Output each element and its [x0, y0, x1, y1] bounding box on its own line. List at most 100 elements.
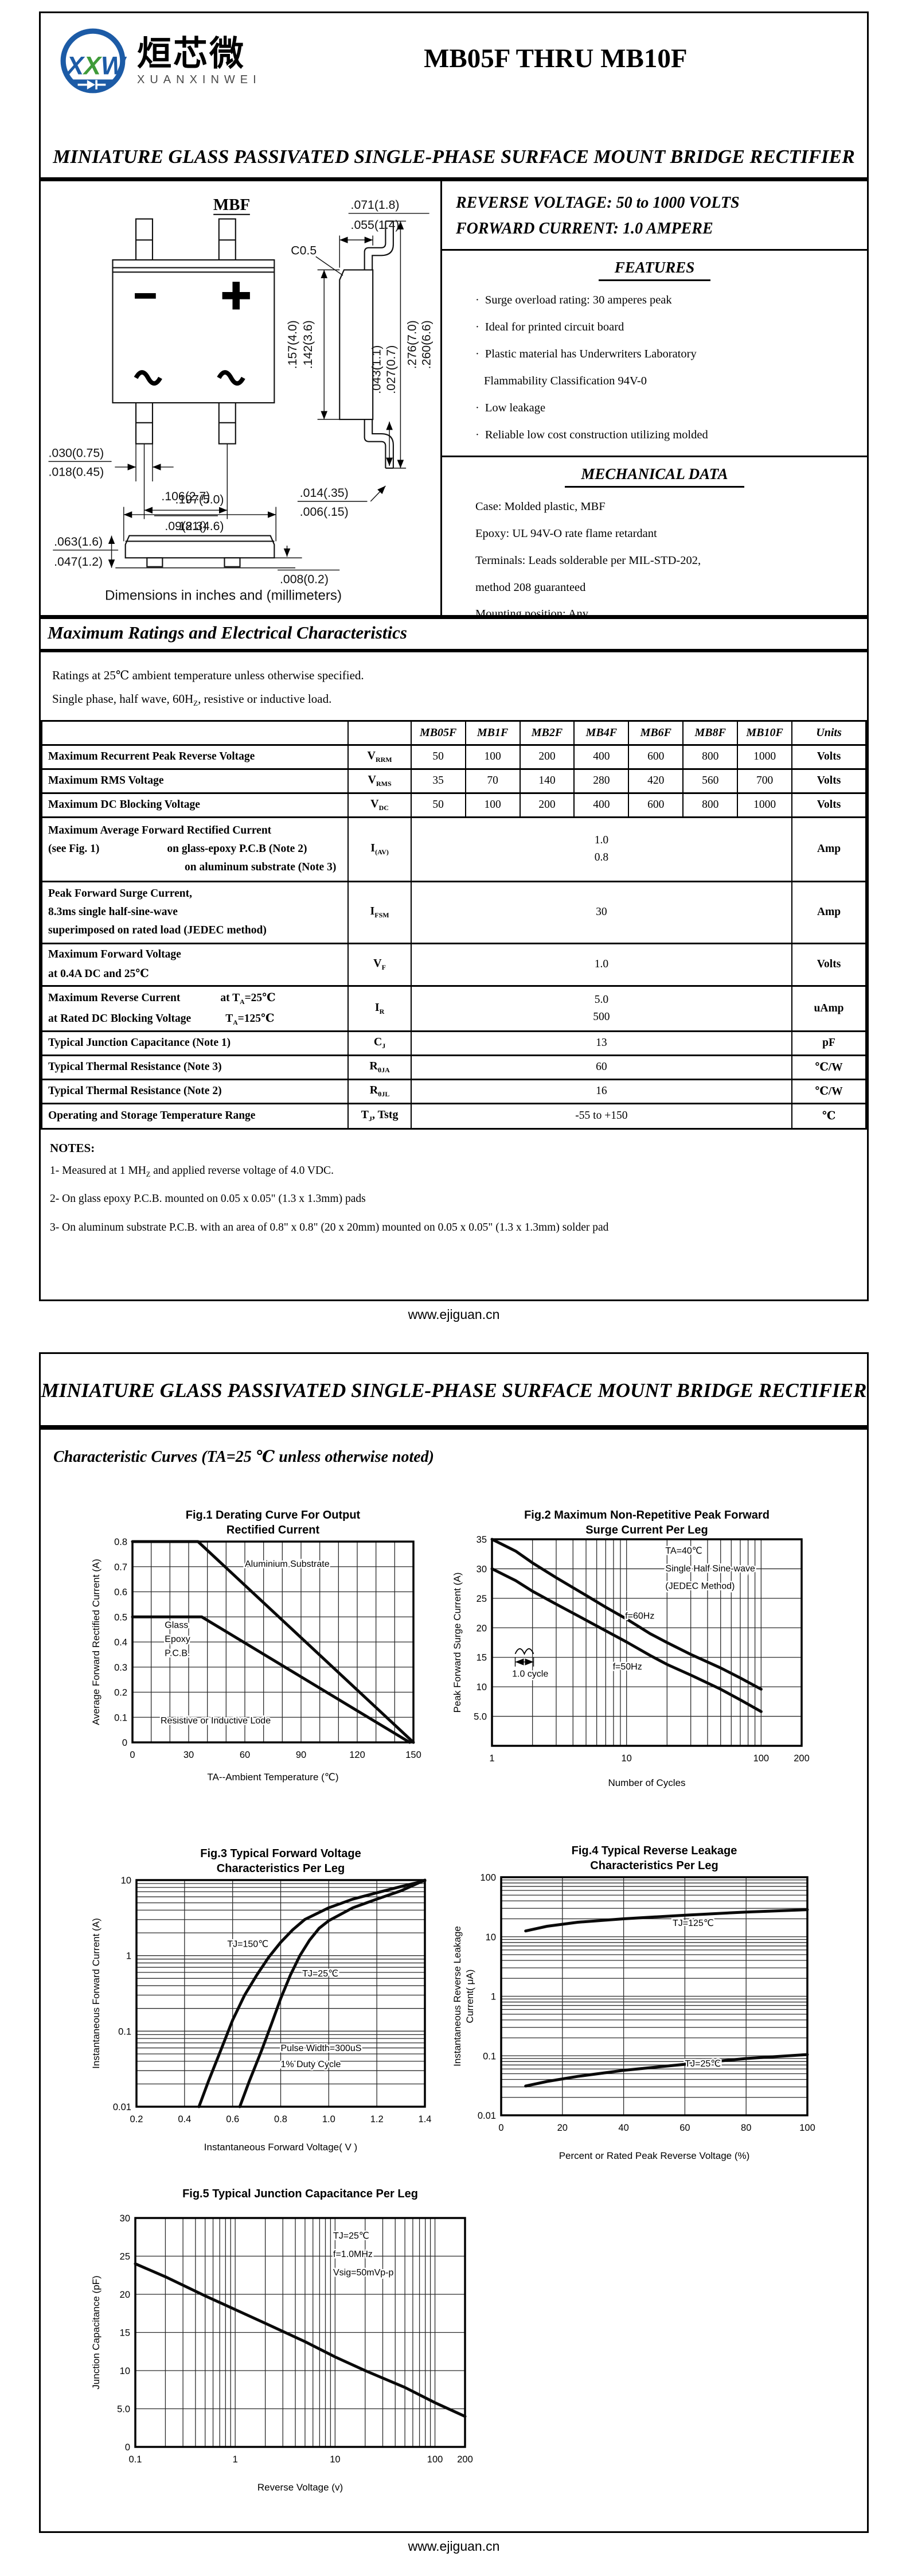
svg-text:Single Half Sine-wave: Single Half Sine-wave: [665, 1564, 755, 1574]
svg-text:10: 10: [477, 1682, 487, 1692]
parameter-cell: Maximum Reverse Current at TA=25℃ at Rated…: [41, 985, 349, 1032]
table-header-device: MB05F: [410, 719, 466, 746]
notes-list: 1- Measured at 1 MHZ and applied reverse…: [50, 1157, 858, 1242]
feature-item: · Reliable low cost construction utilizin…: [475, 429, 708, 442]
table-row: Maximum Forward Voltage at 0.4A DC and 25…: [41, 942, 867, 987]
fig5-junction-capacitance-chart: Fig.5 Typical Junction Capacitance Per L…: [89, 2185, 485, 2500]
reverse-voltage-line: REVERSE VOLTAGE: 50 to 1000 VOLTS: [456, 194, 740, 212]
svg-text:0.7: 0.7: [114, 1562, 127, 1573]
svg-text:0.8: 0.8: [114, 1537, 127, 1547]
table-header-units: Units: [791, 719, 867, 746]
table-header-blank: [347, 719, 412, 746]
svg-text:.071(1.8): .071(1.8): [351, 199, 400, 212]
svg-text:Current( μA): Current( μA): [464, 1970, 475, 2024]
svg-text:0.1: 0.1: [118, 2026, 131, 2037]
feature-item: · Ideal for printed circuit board: [475, 320, 624, 333]
ac-symbol-right: [217, 370, 245, 386]
svg-text:Instantaneous Reverse Leakage: Instantaneous Reverse Leakage: [452, 1926, 463, 2067]
value-cell: 200: [519, 744, 575, 770]
svg-text:90: 90: [296, 1750, 306, 1760]
svg-text:.181(4.6): .181(4.6): [175, 520, 224, 533]
value-cell: 35: [410, 768, 466, 794]
svg-text:10: 10: [621, 1753, 631, 1764]
svg-text:Characteristics Per Leg: Characteristics Per Leg: [217, 1862, 345, 1875]
svg-text:Resistive or Inductive Lode: Resistive or Inductive Lode: [161, 1716, 271, 1726]
ac-symbol-left: [134, 370, 162, 386]
svg-text:5.0: 5.0: [117, 2404, 130, 2415]
value-cell-span: 30: [410, 880, 793, 944]
table-row: Peak Forward Surge Current, 8.3ms single …: [41, 880, 867, 944]
value-cell: 1000: [737, 792, 793, 818]
svg-text:1: 1: [491, 1992, 496, 2002]
page2-header-rule: [41, 1425, 867, 1430]
fig3-forward-voltage-chart: Fig.3 Typical Forward Voltage Characteris…: [89, 1845, 439, 2160]
value-cell: 100: [464, 744, 521, 770]
svg-text:.276(7.0): .276(7.0): [405, 320, 419, 369]
svg-text:Fig.4 Typical Reverse Leakage: Fig.4 Typical Reverse Leakage: [572, 1845, 737, 1857]
svg-text:0.1: 0.1: [129, 2454, 142, 2465]
svg-text:1.0 cycle: 1.0 cycle: [512, 1669, 548, 1679]
front-dims: .030(0.75) .018(0.45) .106(2.7) .09(2.3): [49, 443, 228, 533]
svg-text:.197(5.0): .197(5.0): [175, 493, 224, 507]
svg-text:Characteristics Per Leg: Characteristics Per Leg: [590, 1859, 718, 1872]
svg-text:80: 80: [741, 2123, 751, 2133]
value-cell: 50: [410, 744, 466, 770]
table-row: Maximum Average Forward Rectified Curren…: [41, 816, 867, 882]
brand-name-en: XUANXINWEI: [137, 73, 261, 86]
fig4-reverse-leakage-chart: Fig.4 Typical Reverse Leakage Characteris…: [451, 1842, 823, 2169]
value-cell: 600: [628, 744, 684, 770]
note-item: 2- On glass epoxy P.C.B. mounted on 0.05…: [50, 1193, 366, 1205]
svg-text:Pulse Width=300uS: Pulse Width=300uS: [281, 2044, 362, 2053]
value-cell: 140: [519, 768, 575, 794]
fig4-series: [524, 2053, 809, 2088]
value-cell: 560: [682, 768, 739, 794]
side-dims: .071(1.8) .055(1.4) .157(4.0) .142(3.6) …: [286, 199, 433, 519]
unit-cell: Volts: [791, 744, 867, 770]
table-row: Typical Thermal Resistance (Note 2) RθJL 1…: [41, 1078, 867, 1104]
svg-text:TJ=150℃: TJ=150℃: [227, 1940, 268, 1949]
sine-wave-icon: [514, 1648, 534, 1656]
unit-cell: uAmp: [791, 985, 867, 1032]
svg-text:35: 35: [477, 1535, 487, 1545]
unit-cell: pF: [791, 1030, 867, 1056]
feature-item: · Plastic material has Underwriters Labor…: [475, 347, 697, 360]
table-row: Maximum Recurrent Peak Reverse Voltage VR…: [41, 744, 867, 770]
table-header-device: MB2F: [519, 719, 575, 746]
table-row: Maximum Reverse Current at TA=25℃ at Rated…: [41, 985, 867, 1032]
svg-text:.008(0.2): .008(0.2): [280, 573, 329, 586]
svg-text:0.6: 0.6: [114, 1587, 127, 1598]
mechanical-data-line: Mounting position: Any: [475, 608, 589, 615]
package-drawing-panel: MBF: [41, 181, 440, 615]
note-item: 1- Measured at 1 MHZ and applied reverse…: [50, 1164, 334, 1178]
svg-text:Junction Capacitance (pF): Junction Capacitance (pF): [91, 2275, 101, 2389]
logo-initials: XXW: [65, 52, 127, 80]
table-header-device: MB4F: [573, 719, 630, 746]
unit-cell: ℃/W: [791, 1054, 867, 1080]
svg-text:.030(0.75): .030(0.75): [49, 447, 104, 460]
value-cell-span: 1.0 0.8: [410, 816, 793, 882]
value-cell-span: 5.0 500: [410, 985, 793, 1032]
svg-text:1.4: 1.4: [419, 2114, 432, 2124]
fig3-series: [238, 1878, 427, 2108]
svg-text:15: 15: [477, 1653, 487, 1663]
fig2-series: [490, 1567, 763, 1713]
fig1-svg: Fig.1 Derating Curve For Output Rectified…: [91, 1509, 421, 1783]
svg-text:0.01: 0.01: [113, 2102, 131, 2112]
bottom-view: .197(5.0) .181(4.6) .063(1.6) .047(1.2): [53, 493, 340, 586]
symbol-cell: IFSM: [347, 880, 412, 944]
parameter-cell: Operating and Storage Temperature Range: [41, 1102, 349, 1130]
svg-text:Vsig=50mVp-p: Vsig=50mVp-p: [333, 2268, 393, 2278]
svg-text:10: 10: [486, 1932, 496, 1943]
svg-text:0.4: 0.4: [114, 1637, 127, 1648]
part-number-title: MB05F THRU MB10F: [424, 44, 688, 73]
mechanical-data-line: Case: Molded plastic, MBF: [475, 500, 606, 513]
symbol-cell: VRMS: [347, 768, 412, 794]
value-cell: 400: [573, 792, 630, 818]
value-cell-span: -55 to +150: [410, 1102, 793, 1130]
value-cell: 420: [628, 768, 684, 794]
notes-section: NOTES: 1- Measured at 1 MHZ and applied …: [41, 1130, 867, 1242]
parameter-cell: Maximum Recurrent Peak Reverse Voltage: [41, 744, 349, 770]
svg-text:Average Forward Rectified Curr: Average Forward Rectified Current (A): [91, 1559, 101, 1725]
svg-text:20: 20: [557, 2123, 568, 2133]
svg-text:Number of Cycles: Number of Cycles: [608, 1777, 685, 1788]
